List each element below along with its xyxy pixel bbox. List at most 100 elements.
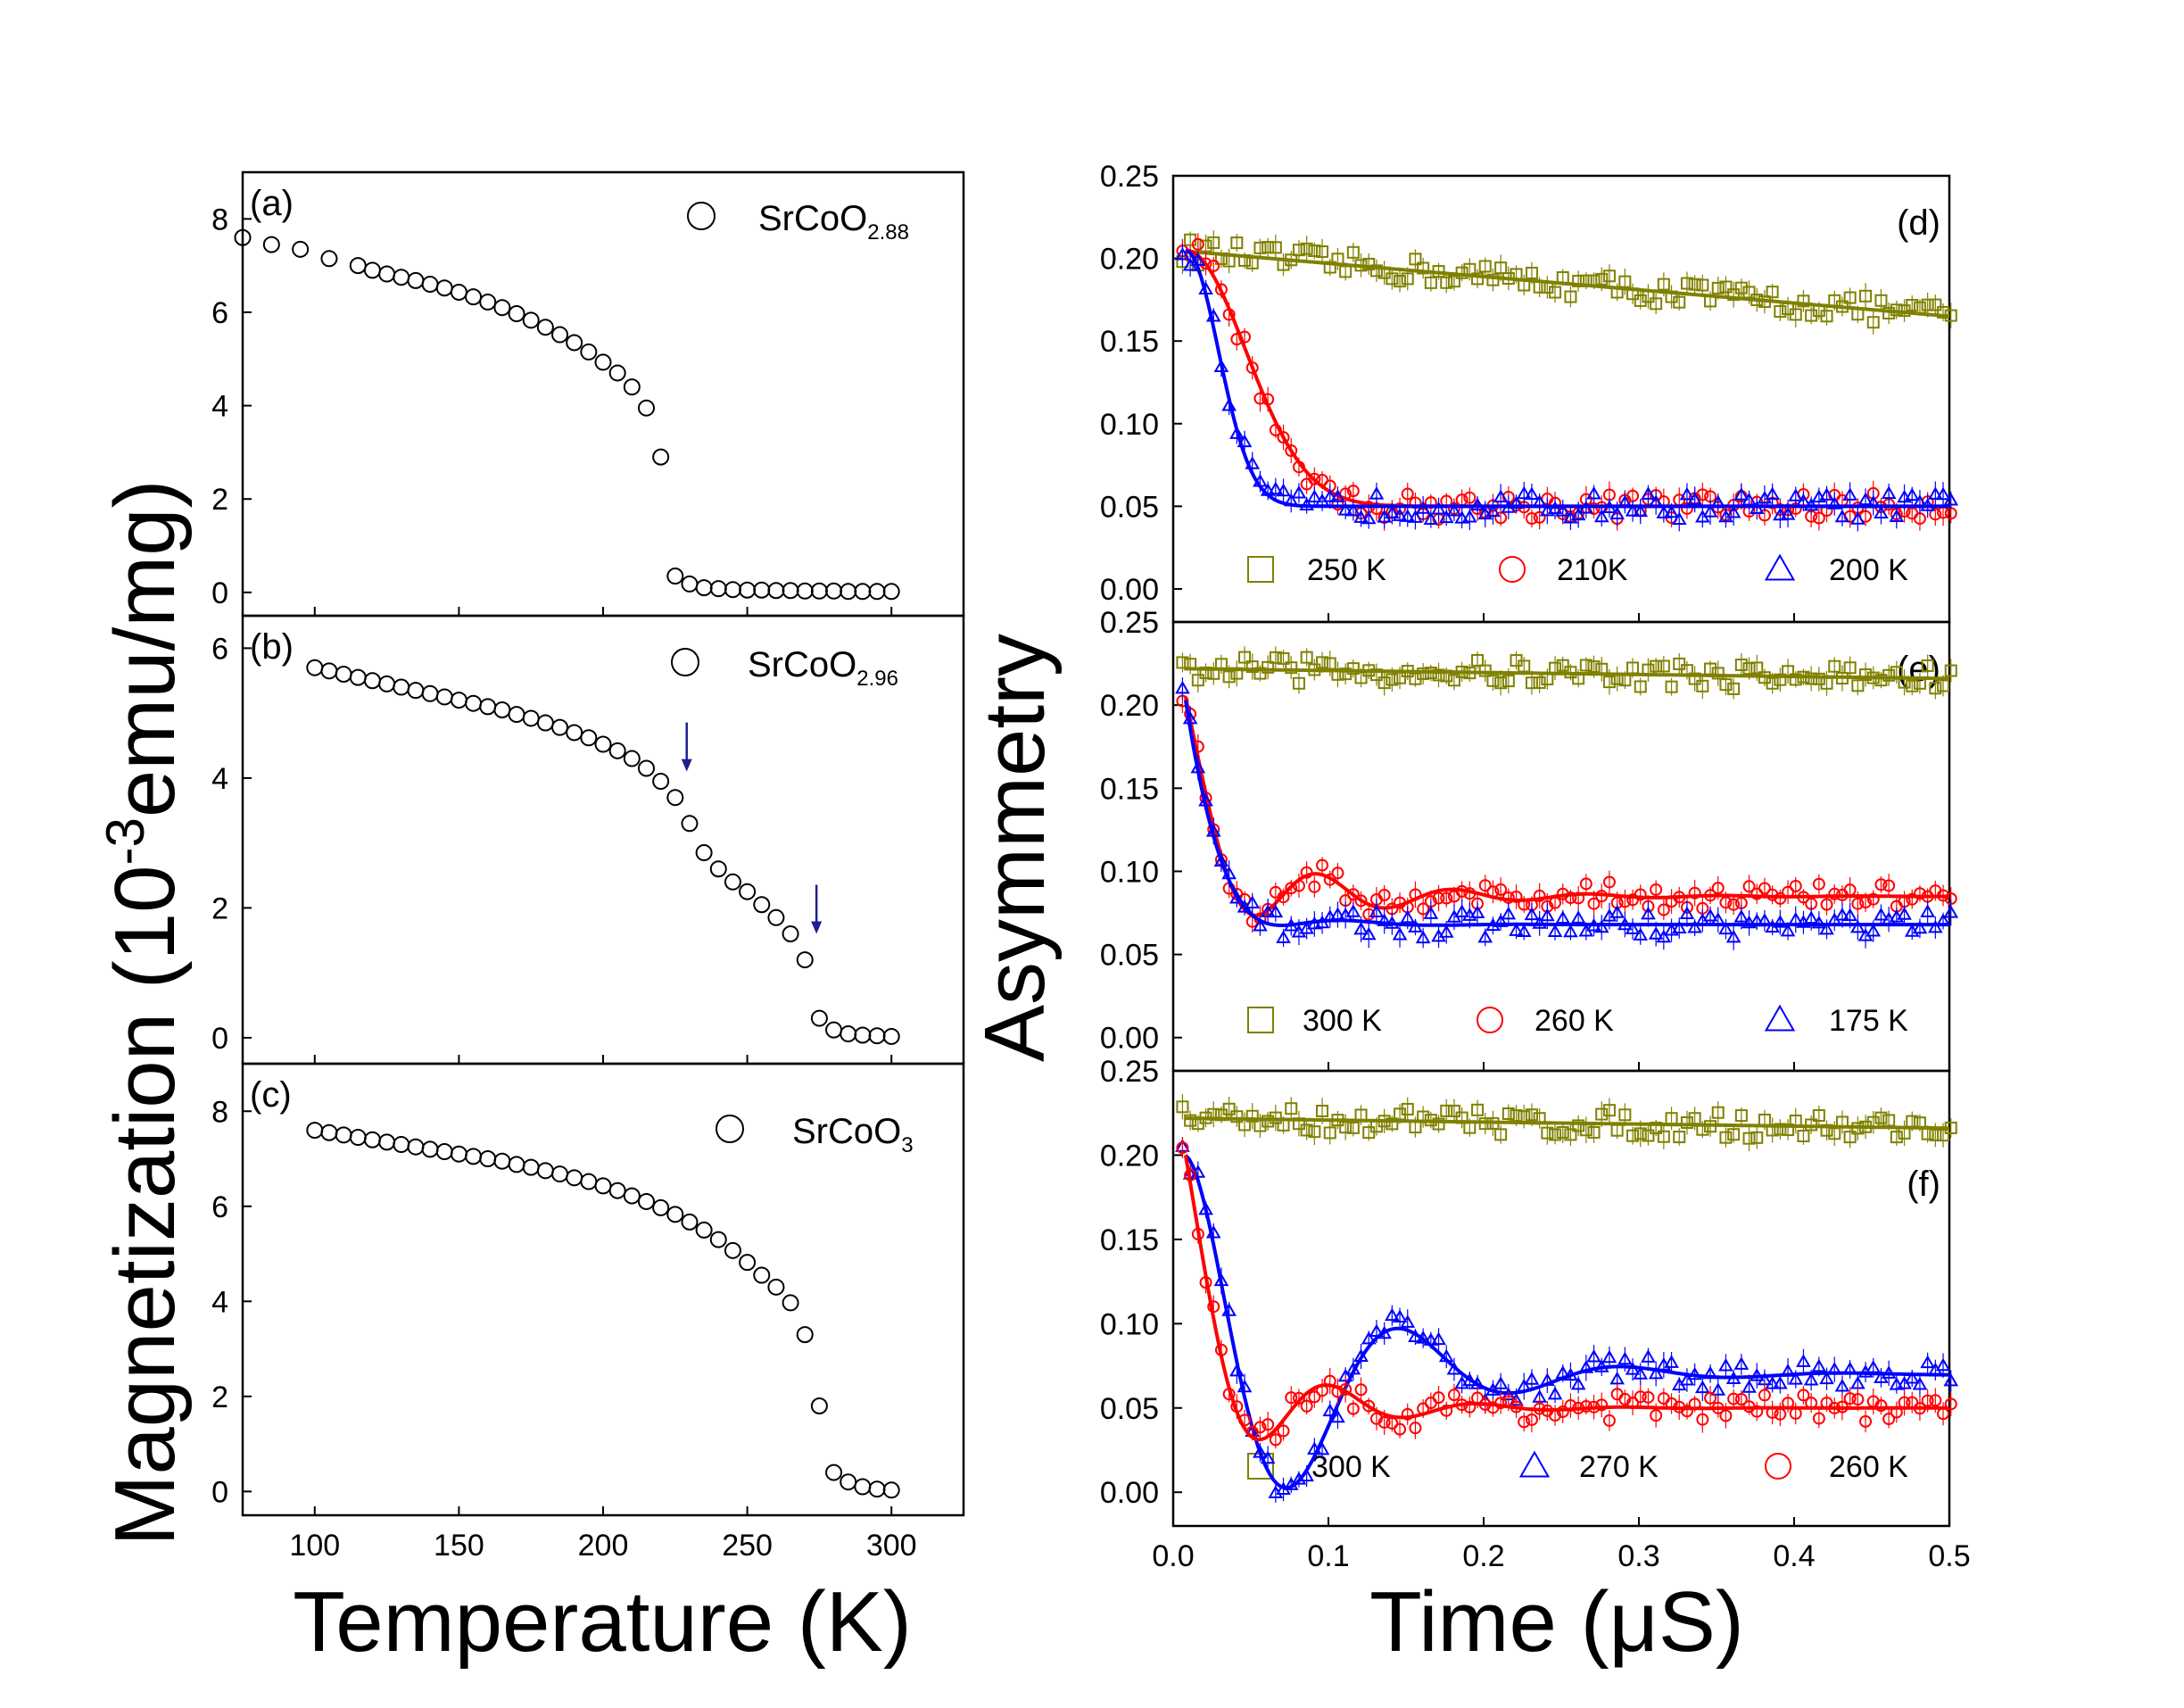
data-point bbox=[522, 709, 540, 727]
data-point bbox=[1361, 1331, 1377, 1345]
data-point bbox=[1834, 907, 1850, 921]
data-point bbox=[1432, 668, 1445, 682]
data-point bbox=[1696, 488, 1709, 502]
legend-label: SrCoO2.96 bbox=[748, 645, 898, 691]
data-point bbox=[566, 334, 583, 352]
data-point bbox=[450, 1145, 467, 1163]
data-point bbox=[1417, 667, 1430, 681]
panel-label: (f) bbox=[1907, 1165, 1940, 1204]
data-point bbox=[1758, 882, 1771, 895]
y-tick-label: 2 bbox=[211, 1380, 228, 1414]
data-point bbox=[1812, 672, 1825, 685]
panel-label: (b) bbox=[250, 627, 294, 667]
data-point bbox=[1346, 1402, 1360, 1415]
data-point bbox=[1634, 888, 1647, 901]
x-tick-label: 150 bbox=[434, 1529, 484, 1563]
data-point bbox=[1486, 674, 1500, 687]
legend-label: 300 K bbox=[1303, 1004, 1382, 1038]
data-point bbox=[1944, 1397, 1957, 1411]
fit-curve bbox=[1184, 1154, 1949, 1490]
data-point bbox=[854, 1478, 872, 1496]
data-point bbox=[1330, 1409, 1345, 1423]
data-point bbox=[1671, 511, 1687, 526]
data-point bbox=[1423, 906, 1439, 919]
data-point bbox=[623, 1187, 641, 1205]
legend-label: 200 K bbox=[1829, 553, 1908, 587]
data-point bbox=[1803, 910, 1819, 924]
data-point bbox=[1679, 486, 1695, 501]
data-point bbox=[1797, 294, 1810, 308]
data-point bbox=[493, 1152, 511, 1170]
data-point bbox=[1331, 866, 1344, 880]
data-point bbox=[1572, 1119, 1585, 1132]
panel-e: 0.250.200.150.100.050.00(e)300 K 260 K 175… bbox=[1100, 606, 1959, 1073]
data-point bbox=[1401, 1407, 1414, 1421]
legend-label: SrCoO2.88 bbox=[758, 199, 909, 245]
panel-frame bbox=[1171, 1069, 1951, 1528]
fit-curve bbox=[1183, 700, 1949, 928]
x-tick-label: 250 bbox=[722, 1529, 773, 1563]
data-point bbox=[536, 1162, 554, 1180]
data-point bbox=[479, 293, 497, 311]
data-point bbox=[1711, 1106, 1725, 1119]
y-tick-label: 0.20 bbox=[1100, 689, 1159, 723]
data-point bbox=[1602, 676, 1616, 689]
data-point bbox=[1276, 483, 1291, 497]
data-point bbox=[1634, 294, 1647, 307]
data-point bbox=[522, 1158, 540, 1176]
data-point bbox=[1904, 487, 1920, 502]
data-point bbox=[1525, 1413, 1538, 1426]
data-point bbox=[1377, 676, 1391, 690]
data-point bbox=[1618, 1392, 1632, 1405]
data-point bbox=[1843, 1392, 1857, 1405]
data-point bbox=[320, 662, 338, 680]
data-point bbox=[1912, 920, 1928, 934]
data-point bbox=[1695, 1380, 1710, 1394]
data-point bbox=[1438, 924, 1454, 938]
data-point bbox=[840, 1473, 857, 1491]
data-point bbox=[1718, 1357, 1733, 1372]
data-point bbox=[1447, 674, 1460, 687]
data-point bbox=[1874, 505, 1889, 518]
data-point bbox=[1262, 660, 1275, 674]
data-point bbox=[1524, 907, 1540, 921]
data-point bbox=[1803, 1372, 1819, 1386]
data-point bbox=[1906, 298, 1919, 311]
data-point bbox=[1788, 1372, 1804, 1385]
data-point bbox=[882, 1027, 900, 1045]
data-point bbox=[1943, 1372, 1959, 1387]
legend-subscript: 2.88 bbox=[867, 220, 909, 245]
data-point bbox=[1493, 1376, 1509, 1389]
data-point bbox=[1245, 660, 1259, 674]
x-tick-label: 0.3 bbox=[1617, 1539, 1659, 1573]
data-point bbox=[1811, 1358, 1827, 1372]
data-point bbox=[1673, 657, 1686, 670]
data-point bbox=[1874, 294, 1888, 307]
data-point bbox=[1322, 489, 1338, 502]
data-point bbox=[1323, 1126, 1336, 1140]
data-point bbox=[1269, 1433, 1282, 1447]
data-point bbox=[1199, 257, 1212, 270]
data-point bbox=[1440, 276, 1453, 289]
data-point bbox=[1262, 1115, 1275, 1128]
data-point bbox=[493, 701, 511, 718]
data-point bbox=[1874, 878, 1888, 891]
data-point bbox=[1285, 1102, 1298, 1115]
y-tick-label: 6 bbox=[211, 632, 228, 666]
data-point bbox=[1882, 1413, 1896, 1426]
data-point bbox=[1345, 904, 1361, 917]
data-point bbox=[739, 1254, 757, 1272]
data-point bbox=[1734, 281, 1748, 294]
data-point bbox=[1688, 672, 1701, 685]
data-point bbox=[1346, 1121, 1360, 1134]
data-point bbox=[1719, 1409, 1733, 1422]
data-point bbox=[1423, 511, 1439, 526]
data-point bbox=[1773, 507, 1788, 521]
data-point bbox=[1866, 892, 1880, 906]
data-point bbox=[868, 583, 886, 601]
data-point bbox=[1432, 1117, 1445, 1131]
data-point bbox=[739, 581, 757, 599]
data-point bbox=[1308, 880, 1321, 893]
data-point bbox=[608, 742, 626, 759]
data-point bbox=[1587, 897, 1601, 910]
